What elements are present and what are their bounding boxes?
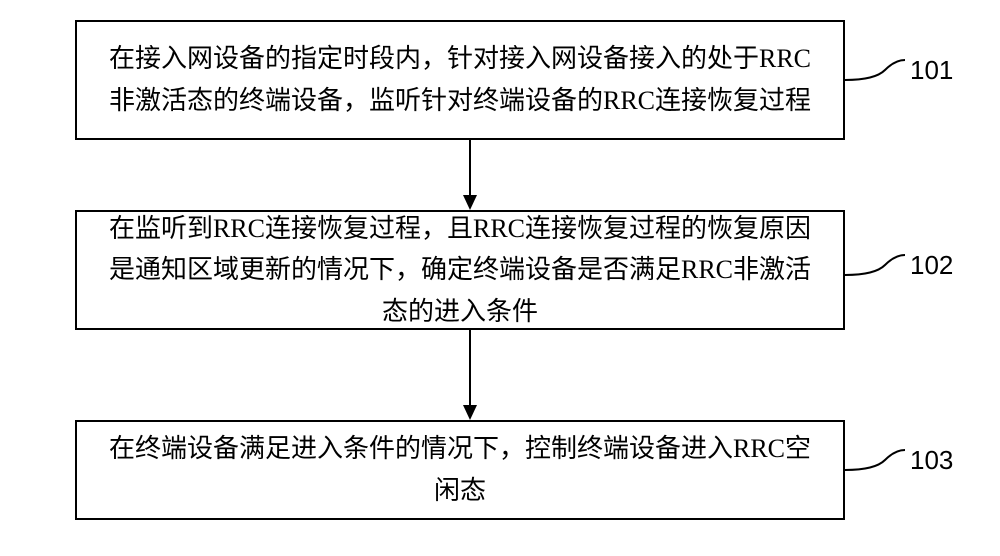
step-label-101: 101 bbox=[910, 55, 953, 86]
flowchart-container: 在接入网设备的指定时段内，针对接入网设备接入的处于RRC非激活态的终端设备，监听… bbox=[0, 0, 1000, 556]
step-label-102: 102 bbox=[910, 250, 953, 281]
node-101-text: 在接入网设备的指定时段内，针对接入网设备接入的处于RRC非激活态的终端设备，监听… bbox=[97, 38, 823, 121]
arrow-101-to-102 bbox=[460, 140, 480, 210]
connector-103 bbox=[845, 448, 905, 478]
flowchart-node-102: 在监听到RRC连接恢复过程，且RRC连接恢复过程的恢复原因是通知区域更新的情况下… bbox=[75, 210, 845, 330]
connector-102 bbox=[845, 253, 905, 283]
step-label-103: 103 bbox=[910, 445, 953, 476]
connector-101 bbox=[845, 58, 905, 88]
node-103-text: 在终端设备满足进入条件的情况下，控制终端设备进入RRC空闲态 bbox=[97, 428, 823, 511]
flowchart-node-101: 在接入网设备的指定时段内，针对接入网设备接入的处于RRC非激活态的终端设备，监听… bbox=[75, 20, 845, 140]
arrow-102-to-103 bbox=[460, 330, 480, 420]
node-102-text: 在监听到RRC连接恢复过程，且RRC连接恢复过程的恢复原因是通知区域更新的情况下… bbox=[97, 208, 823, 333]
flowchart-node-103: 在终端设备满足进入条件的情况下，控制终端设备进入RRC空闲态 bbox=[75, 420, 845, 520]
